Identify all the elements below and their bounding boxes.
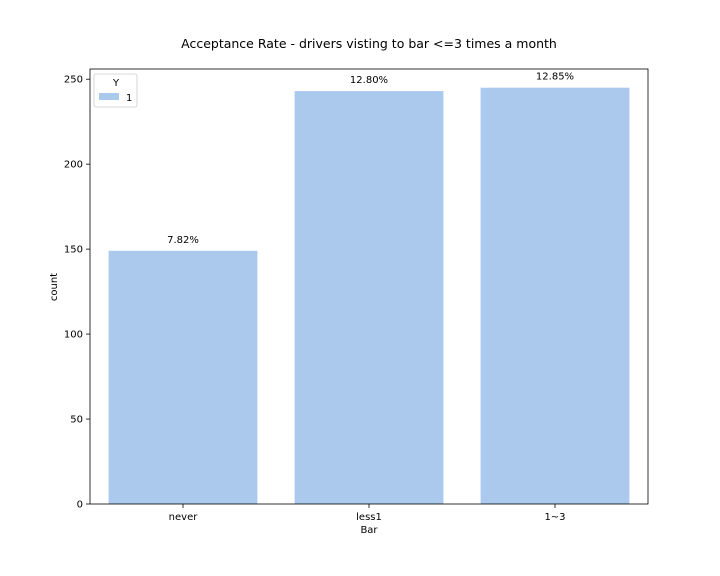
legend: Y 1 (93, 73, 138, 108)
x-tick-label-2: 1~3 (544, 512, 565, 523)
bar-0 (108, 250, 258, 504)
y-tick-label-2: 100 (64, 330, 83, 341)
y-axis-label: count (49, 273, 60, 301)
bar-value-label-0: 7.82% (167, 235, 199, 246)
y-tick-label-3: 150 (64, 245, 83, 256)
y-tick-label-4: 200 (64, 160, 83, 171)
x-axis-ticks: never less1 1~3 (169, 504, 566, 523)
chart-title: Acceptance Rate - drivers visting to bar… (181, 36, 557, 51)
y-tick-label-5: 250 (64, 75, 83, 86)
y-axis-ticks: 0 50 100 150 200 250 (64, 75, 90, 511)
x-axis-label: Bar (360, 525, 378, 536)
bar-labels-group: 7.82% 12.80% 12.85% (167, 72, 574, 246)
x-tick-label-0: never (169, 512, 199, 523)
y-tick-label-1: 50 (70, 415, 83, 426)
bar-value-label-2: 12.85% (536, 72, 574, 83)
legend-entry-label: 1 (126, 93, 132, 104)
bar-value-label-1: 12.80% (350, 75, 388, 86)
bar-1 (294, 91, 444, 504)
y-tick-label-0: 0 (77, 500, 83, 511)
bars-group (108, 87, 630, 504)
x-tick-label-1: less1 (356, 512, 382, 523)
bar-2 (480, 87, 630, 504)
legend-swatch (99, 93, 119, 100)
legend-title: Y (112, 78, 120, 89)
